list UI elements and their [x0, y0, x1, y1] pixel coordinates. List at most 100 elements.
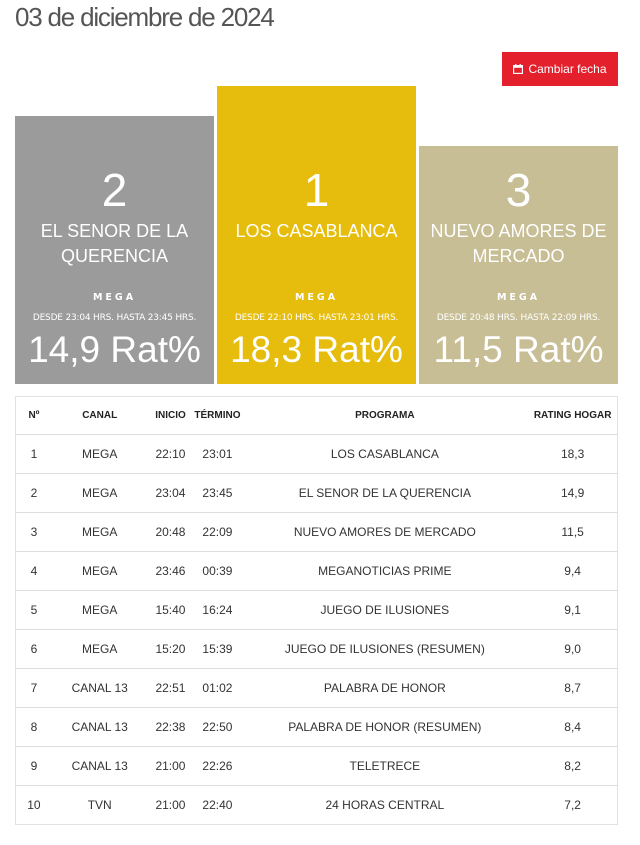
podium-rank: 1	[303, 164, 330, 216]
change-date-button[interactable]: Cambiar fecha	[502, 52, 618, 86]
cell-rating: 14,9	[528, 473, 618, 513]
calendar-icon	[513, 64, 524, 74]
cell-start: 21:00	[147, 785, 194, 825]
cell-program: JUEGO DE ILUSIONES	[241, 590, 529, 630]
podium-rating: 11,5 Rat%	[433, 329, 604, 370]
col-header-end: TÉRMINO	[193, 396, 242, 435]
cell-channel: MEGA	[82, 447, 118, 461]
cell-start: 22:38	[147, 707, 194, 747]
podium-second-place: 2 EL SENOR DE LA QUERENCIA MEGA DESDE 23…	[15, 116, 214, 384]
cell-number: 6	[15, 629, 52, 669]
cell-number: 4	[15, 551, 52, 591]
cell-start: 23:04	[147, 473, 194, 513]
cell-number: 1	[30, 447, 38, 461]
cell-number: 8	[15, 707, 52, 747]
table-header-row: Nº CANAL INICIO TÉRMINO PROGRAMA RATING …	[15, 396, 618, 435]
cell-channel: CANAL 13	[51, 668, 148, 708]
podium-first-place: 1 LOS CASABLANCA MEGA DESDE 22:10 HRS. H…	[217, 86, 416, 384]
table-row: 6 MEGA 15:20 15:39 JUEGO DE ILUSIONES (R…	[15, 629, 618, 669]
cell-rating: 8,2	[528, 746, 618, 786]
cell-rating: 7,2	[528, 785, 618, 825]
cell-start: 15:20	[147, 629, 194, 669]
cell-program: 24 HORAS CENTRAL	[241, 785, 529, 825]
cell-program: PALABRA DE HONOR (RESUMEN)	[241, 707, 529, 747]
podium-program-title: LOS CASABLANCA	[235, 221, 398, 241]
cell-number: 2	[15, 473, 52, 513]
table-row: 1 MEGA 22:10 23:01 LOS CASABLANCA 18,3	[16, 435, 618, 474]
cell-rating: 9,4	[528, 551, 618, 591]
podium-program-title: NUEVO AMORES DE MERCADO	[430, 221, 607, 266]
podium-channel: MEGA	[496, 292, 541, 303]
cell-end: 22:26	[193, 746, 242, 786]
cell-number: 10	[15, 785, 52, 825]
cell-start: 21:00	[147, 746, 194, 786]
cell-channel: MEGA	[51, 551, 148, 591]
podium-rank: 3	[505, 164, 532, 216]
cell-rating: 18,3	[560, 447, 585, 461]
ratings-table: Nº CANAL INICIO TÉRMINO PROGRAMA RATING …	[15, 396, 618, 825]
podium-time-range: DESDE 20:48 HRS. HASTA 22:09 HRS.	[436, 313, 601, 323]
podium-channel: MEGA	[294, 292, 339, 303]
cell-rating: 8,7	[528, 668, 618, 708]
cell-program: NUEVO AMORES DE MERCADO	[241, 512, 529, 552]
col-header-rating: RATING HOGAR	[528, 396, 618, 435]
cell-program: JUEGO DE ILUSIONES (RESUMEN)	[241, 629, 529, 669]
col-header-start: INICIO	[147, 396, 194, 435]
podium-time-range: DESDE 22:10 HRS. HASTA 23:01 HRS.	[234, 313, 399, 323]
podium-third-place: 3 NUEVO AMORES DE MERCADO MEGA DESDE 20:…	[419, 146, 618, 384]
cell-end: 22:09	[193, 512, 242, 552]
cell-rating: 9,1	[528, 590, 618, 630]
table-row: 7 CANAL 13 22:51 01:02 PALABRA DE HONOR …	[15, 668, 618, 708]
cell-program: PALABRA DE HONOR	[241, 668, 529, 708]
page-title: 03 de diciembre de 2024	[15, 2, 275, 32]
cell-start: 20:48	[147, 512, 194, 552]
cell-number: 9	[15, 746, 52, 786]
cell-channel: CANAL 13	[51, 707, 148, 747]
table-row: 9 CANAL 13 21:00 22:26 TELETRECE 8,2	[15, 746, 618, 786]
col-header-program: PROGRAMA	[241, 396, 529, 435]
cell-start: 22:51	[147, 668, 194, 708]
cell-end: 15:39	[193, 629, 242, 669]
cell-program: LOS CASABLANCA	[330, 447, 439, 461]
cell-channel: MEGA	[51, 590, 148, 630]
cell-channel: MEGA	[51, 473, 148, 513]
col-header-channel: CANAL	[51, 396, 148, 435]
cell-rating: 11,5	[528, 512, 618, 552]
cell-end: 22:50	[193, 707, 242, 747]
cell-end: 22:40	[193, 785, 242, 825]
podium-rating: 18,3 Rat%	[230, 329, 403, 370]
podium-rank: 2	[101, 164, 128, 216]
cell-rating: 8,4	[528, 707, 618, 747]
podium-time-range: DESDE 23:04 HRS. HASTA 23:45 HRS.	[32, 313, 197, 323]
podium-channel: MEGA	[92, 292, 137, 303]
change-date-label: Cambiar fecha	[528, 62, 607, 76]
cell-program: MEGANOTICIAS PRIME	[241, 551, 529, 591]
table-row: 3 MEGA 20:48 22:09 NUEVO AMORES DE MERCA…	[15, 512, 618, 552]
cell-start: 22:10	[155, 447, 186, 461]
cell-number: 5	[15, 590, 52, 630]
col-header-number: Nº	[15, 396, 52, 435]
cell-start: 23:46	[147, 551, 194, 591]
cell-end: 01:02	[193, 668, 242, 708]
cell-start: 15:40	[147, 590, 194, 630]
table-row: 4 MEGA 23:46 00:39 MEGANOTICIAS PRIME 9,…	[15, 551, 618, 591]
table-row: 2 MEGA 23:04 23:45 EL SENOR DE LA QUEREN…	[15, 473, 618, 513]
cell-channel: TVN	[51, 785, 148, 825]
cell-number: 3	[15, 512, 52, 552]
cell-end: 23:01	[202, 447, 233, 461]
table-row: 10 TVN 21:00 22:40 24 HORAS CENTRAL 7,2	[15, 785, 618, 825]
cell-end: 16:24	[193, 590, 242, 630]
table-row: 5 MEGA 15:40 16:24 JUEGO DE ILUSIONES 9,…	[15, 590, 618, 630]
cell-channel: MEGA	[51, 512, 148, 552]
cell-program: EL SENOR DE LA QUERENCIA	[241, 473, 529, 513]
cell-number: 7	[15, 668, 52, 708]
cell-end: 23:45	[193, 473, 242, 513]
table-row: 8 CANAL 13 22:38 22:50 PALABRA DE HONOR …	[15, 707, 618, 747]
cell-rating: 9,0	[528, 629, 618, 669]
podium-rating: 14,9 Rat%	[28, 329, 201, 370]
podium-program-title: EL SENOR DE LA QUERENCIA	[40, 221, 189, 266]
cell-channel: CANAL 13	[51, 746, 148, 786]
cell-end: 00:39	[193, 551, 242, 591]
cell-program: TELETRECE	[241, 746, 529, 786]
cell-channel: MEGA	[51, 629, 148, 669]
